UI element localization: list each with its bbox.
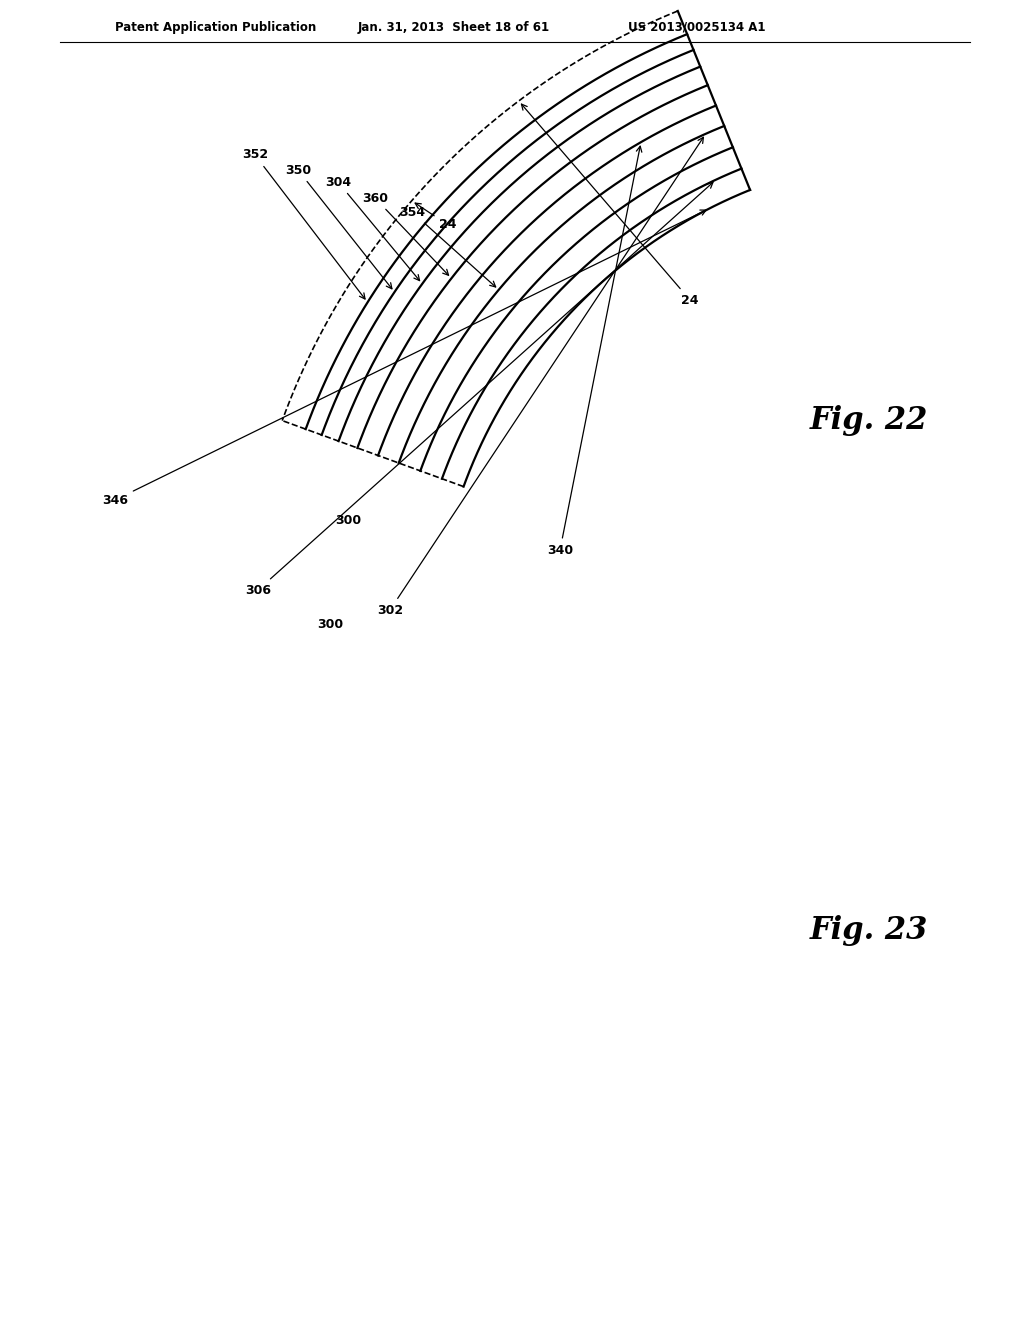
Text: 352: 352 [242,149,365,300]
Text: 346: 346 [102,210,707,507]
Text: 300: 300 [335,513,361,527]
Text: Patent Application Publication: Patent Application Publication [115,21,316,33]
Text: 304: 304 [325,176,420,281]
Text: 24: 24 [521,104,698,306]
Text: 306: 306 [245,182,713,597]
Text: US 2013/0025134 A1: US 2013/0025134 A1 [628,21,766,33]
Text: 354: 354 [399,206,496,286]
Text: 340: 340 [547,147,642,557]
Text: Fig. 22: Fig. 22 [810,404,929,436]
Text: 360: 360 [362,191,449,276]
Text: Jan. 31, 2013  Sheet 18 of 61: Jan. 31, 2013 Sheet 18 of 61 [358,21,550,33]
Text: 302: 302 [377,137,703,616]
Text: 350: 350 [285,164,392,289]
Text: Fig. 23: Fig. 23 [810,915,929,945]
Text: 300: 300 [317,619,343,631]
Text: 24: 24 [415,203,457,231]
